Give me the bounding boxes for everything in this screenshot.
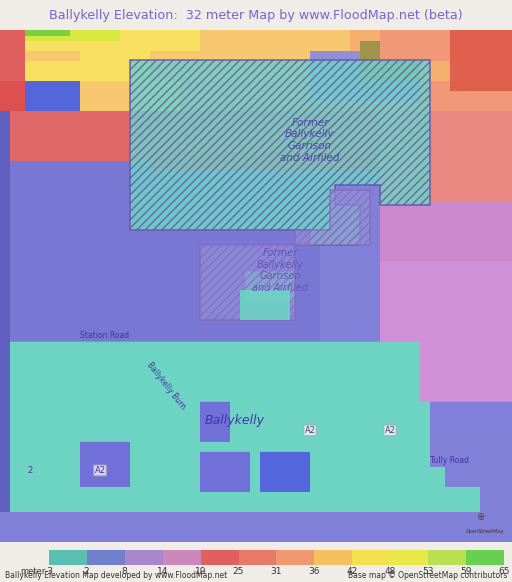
- Bar: [466, 551, 504, 565]
- Text: Former
Ballykelly
Garrison
and Airfiled: Former Ballykelly Garrison and Airfiled: [280, 118, 340, 163]
- Text: 31: 31: [271, 567, 282, 576]
- Bar: [314, 551, 352, 565]
- Text: Tully Road: Tully Road: [430, 456, 469, 465]
- Text: Base map © OpenStreetMap contributors: Base map © OpenStreetMap contributors: [348, 571, 507, 580]
- Text: OpenStreetMap: OpenStreetMap: [466, 530, 504, 534]
- Text: Ballykelly Elevation Map developed by www.FloodMap.net: Ballykelly Elevation Map developed by ww…: [5, 571, 227, 580]
- Bar: [391, 551, 429, 565]
- Text: 53: 53: [422, 567, 434, 576]
- Polygon shape: [200, 190, 370, 320]
- Bar: [276, 551, 314, 565]
- Bar: [352, 551, 391, 565]
- Text: 25: 25: [233, 567, 244, 576]
- Bar: [429, 551, 466, 565]
- Text: 8: 8: [122, 567, 127, 576]
- Text: 48: 48: [385, 567, 396, 576]
- Bar: [240, 290, 290, 320]
- Text: 65: 65: [499, 567, 510, 576]
- Text: Former
Ballykelly
Garrison
and Airfiled: Former Ballykelly Garrison and Airfiled: [252, 248, 308, 293]
- Text: -3: -3: [44, 567, 53, 576]
- Bar: [239, 551, 276, 565]
- Text: 14: 14: [157, 567, 168, 576]
- Text: 42: 42: [347, 567, 358, 576]
- Text: 19: 19: [195, 567, 206, 576]
- Text: A2: A2: [95, 466, 105, 475]
- Text: A2: A2: [305, 426, 315, 435]
- Text: meter: meter: [20, 567, 46, 576]
- Bar: [201, 551, 239, 565]
- Bar: [49, 551, 87, 565]
- Text: Ballykelly: Ballykelly: [205, 414, 265, 427]
- Polygon shape: [130, 61, 430, 246]
- Bar: [87, 551, 124, 565]
- Bar: [124, 551, 163, 565]
- Text: Ballykelly Burn: Ballykelly Burn: [145, 360, 187, 411]
- Text: 2: 2: [84, 567, 90, 576]
- Text: 2: 2: [27, 466, 33, 475]
- Text: 59: 59: [461, 567, 472, 576]
- Text: Ballykelly Elevation:  32 meter Map by www.FloodMap.net (beta): Ballykelly Elevation: 32 meter Map by ww…: [49, 9, 463, 22]
- Text: Station Road: Station Road: [80, 331, 129, 340]
- Text: A2: A2: [385, 426, 395, 435]
- Bar: [163, 551, 201, 565]
- Text: 36: 36: [309, 567, 320, 576]
- Text: ⊕: ⊕: [476, 512, 484, 523]
